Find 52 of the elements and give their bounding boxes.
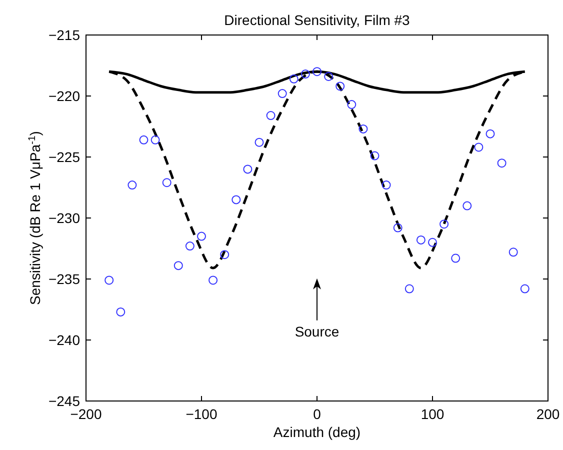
point [174,261,183,270]
point [162,178,172,188]
point [150,135,160,144]
point [232,195,241,204]
x-tick-label: −100 [186,406,218,422]
y-tick-label: −215 [48,26,80,43]
point [128,180,137,190]
point [116,307,126,316]
point [300,70,310,79]
point [428,238,437,247]
x-tick-label: 200 [536,406,560,422]
point [474,142,484,152]
y-tick-label: −235 [48,270,80,287]
y-tick-label: −230 [48,210,80,226]
y-tick-label: −225 [48,148,80,165]
point [197,232,206,241]
point [243,164,252,174]
annotation: Source [294,323,340,340]
point [324,72,334,81]
point [404,284,414,294]
point [508,248,518,257]
point [104,276,114,285]
point [520,284,530,294]
point [486,129,495,138]
point [497,158,506,168]
point [358,124,368,134]
point [451,254,460,263]
point [185,242,194,251]
point [254,138,264,147]
point [416,235,426,244]
point [440,220,449,229]
point [336,82,345,91]
point [139,135,148,144]
chart-title: Directional Sensitivity, Film #3 [224,12,410,28]
point [208,276,218,285]
point [382,180,391,190]
point [278,89,287,98]
point [393,223,402,232]
y-tick-label: −220 [48,88,80,104]
point [289,74,298,84]
x-tick-label: 100 [420,406,444,422]
point [370,151,380,160]
point [347,100,356,110]
point [266,111,276,120]
point [312,67,322,76]
point [462,201,472,210]
point [220,250,230,260]
y-tick-label: −240 [48,332,80,348]
x-axis-title: Azimuth (deg) [273,424,361,440]
x-tick-label: 0 [313,406,322,422]
x-tick-label: −200 [70,406,102,422]
y-tick-label: −245 [48,392,80,409]
